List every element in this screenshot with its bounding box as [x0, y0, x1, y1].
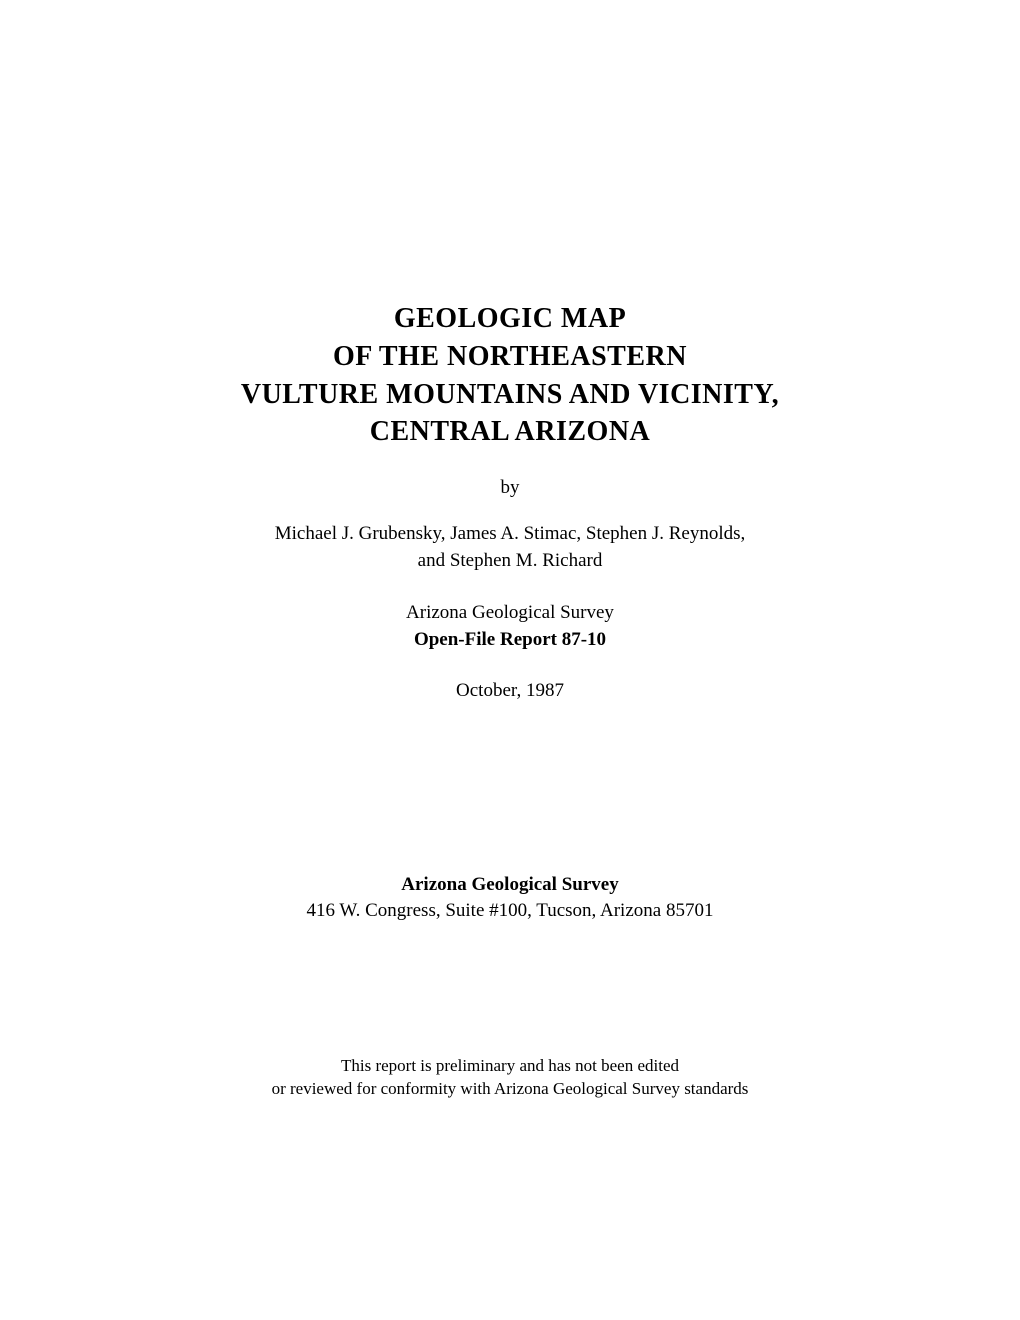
address-block: Arizona Geological Survey 416 W. Congres…: [100, 872, 920, 925]
disclaimer-line-1: This report is preliminary and has not b…: [100, 1055, 920, 1078]
title-line-1: GEOLOGIC MAP: [100, 300, 920, 338]
survey-block: Arizona Geological Survey Open-File Repo…: [100, 600, 920, 653]
authors-line-2: and Stephen M. Richard: [100, 548, 920, 575]
disclaimer-line-2: or reviewed for conformity with Arizona …: [100, 1078, 920, 1101]
disclaimer-block: This report is preliminary and has not b…: [100, 1055, 920, 1101]
main-title: GEOLOGIC MAP OF THE NORTHEASTERN VULTURE…: [100, 300, 920, 451]
publication-date: October, 1987: [100, 680, 920, 702]
page-container: GEOLOGIC MAP OF THE NORTHEASTERN VULTURE…: [0, 0, 1020, 1320]
title-line-2: OF THE NORTHEASTERN: [100, 338, 920, 376]
title-line-3: VULTURE MOUNTAINS AND VICINITY,: [100, 376, 920, 414]
by-label: by: [100, 477, 920, 499]
survey-org: Arizona Geological Survey: [100, 600, 920, 627]
address-street: 416 W. Congress, Suite #100, Tucson, Ari…: [100, 898, 920, 925]
authors-block: Michael J. Grubensky, James A. Stimac, S…: [100, 521, 920, 574]
address-org: Arizona Geological Survey: [100, 872, 920, 899]
authors-line-1: Michael J. Grubensky, James A. Stimac, S…: [100, 521, 920, 548]
report-number: Open-File Report 87-10: [100, 627, 920, 654]
title-line-4: CENTRAL ARIZONA: [100, 413, 920, 451]
title-block: GEOLOGIC MAP OF THE NORTHEASTERN VULTURE…: [100, 300, 920, 451]
